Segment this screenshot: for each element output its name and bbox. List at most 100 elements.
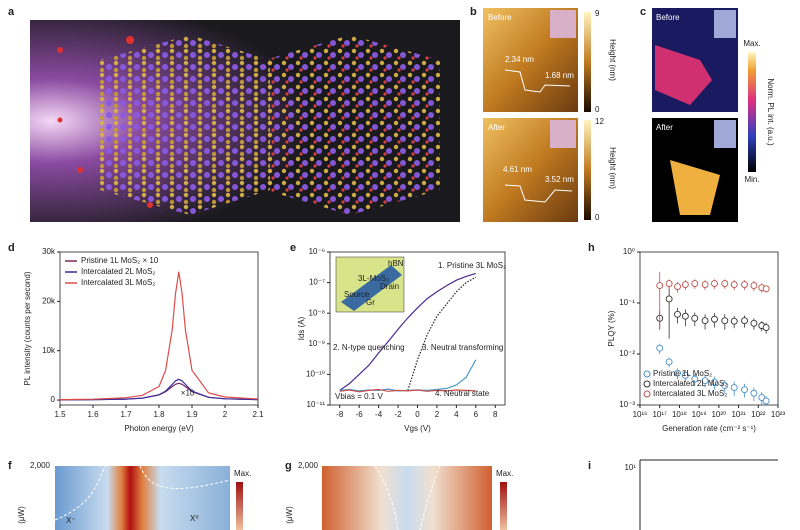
series-line xyxy=(59,378,259,401)
x-tick-label: 10¹⁷ xyxy=(652,410,667,419)
y-tick-label: 10⁻¹ xyxy=(619,298,635,307)
inset-label: Drain xyxy=(380,282,399,291)
panel-label: f xyxy=(8,460,12,472)
data-point xyxy=(701,377,709,385)
y-tick-label: 20k xyxy=(42,296,56,305)
x-tick-label: 10¹⁹ xyxy=(692,410,707,419)
series-label: 1. Pristine 3L MoS₂ xyxy=(438,261,506,270)
panel-label: d xyxy=(8,242,15,254)
panel-label: e xyxy=(290,242,296,254)
data-point xyxy=(681,371,689,379)
data-point xyxy=(711,280,718,288)
data-point xyxy=(730,281,738,289)
data-point xyxy=(721,317,729,325)
data-point xyxy=(721,280,729,288)
data-point xyxy=(665,295,673,303)
step-height: 1.68 nm xyxy=(545,71,574,80)
y-axis-label: (μW) xyxy=(17,506,26,524)
data-point xyxy=(762,324,770,332)
overlay-text: Before xyxy=(488,13,512,22)
y-tick-label: 0 xyxy=(51,395,56,404)
crystal-intercalated xyxy=(265,35,440,215)
data-point xyxy=(691,280,699,288)
y-axis-label: (μW) xyxy=(285,506,294,524)
series-line xyxy=(407,276,477,391)
x-tick-label: 10¹⁸ xyxy=(672,410,687,419)
crystal-pristine xyxy=(100,35,270,215)
colorbar xyxy=(584,120,591,220)
profile xyxy=(504,184,573,203)
x-axis-label: Photon energy (eV) xyxy=(124,424,194,433)
x-tick-label: 1.8 xyxy=(153,410,165,419)
y-tick-label: 10⁻¹⁰ xyxy=(306,370,325,379)
data-point xyxy=(701,317,709,325)
flake xyxy=(655,45,712,105)
y-axis-label: Ids (A) xyxy=(297,316,306,340)
y-tick-label: 10⁻³ xyxy=(619,400,635,409)
legend-label: Intercalated 2L MoS₂ xyxy=(653,379,727,388)
x-axis-label: Generation rate (cm⁻² s⁻¹) xyxy=(662,424,756,433)
y-tick-label: 10⁻¹¹ xyxy=(307,400,326,409)
inset xyxy=(550,120,576,148)
x-tick-label: 6 xyxy=(474,410,479,419)
data-point xyxy=(741,281,748,289)
inset-label: hBN xyxy=(388,259,404,268)
x-tick-label: -6 xyxy=(356,410,364,419)
y-tick-label: 10⁻² xyxy=(619,349,635,358)
legend-label: Intercalated 3L MoS₂ xyxy=(81,278,155,287)
data-point xyxy=(721,382,729,390)
legend-label: Pristine 1L MoS₂ xyxy=(653,369,712,378)
y-tick-label: 10¹ xyxy=(624,463,636,472)
series-line xyxy=(339,272,476,391)
panel-label: g xyxy=(285,460,292,472)
boundary xyxy=(54,465,231,521)
x-tick-label: 10²² xyxy=(751,410,766,419)
x-tick-label: 10¹⁶ xyxy=(633,410,648,419)
data-point xyxy=(758,394,766,401)
colorbar-label: 0 xyxy=(595,105,600,114)
data-point xyxy=(762,397,770,405)
data-point xyxy=(730,317,738,325)
panel-label: h xyxy=(588,242,595,254)
panel-label: a xyxy=(8,6,15,18)
colorbar-title: Height (nm) xyxy=(608,39,617,81)
x-tick-label: 2 xyxy=(223,410,228,419)
x-tick-label: 1.9 xyxy=(186,410,198,419)
step-height: 3.52 nm xyxy=(545,175,574,184)
data-point xyxy=(674,369,681,377)
ions xyxy=(57,36,153,208)
data-point xyxy=(730,384,738,391)
data-point xyxy=(750,282,758,289)
x-tick-label: 1.7 xyxy=(120,410,132,419)
overlay-text: After xyxy=(488,123,505,132)
data-point xyxy=(691,314,699,322)
data-point xyxy=(674,283,681,291)
colorbar-label: Max. xyxy=(496,469,513,478)
inset xyxy=(714,120,736,148)
data-point xyxy=(741,386,748,394)
inset-label: Source xyxy=(344,290,370,299)
data-point xyxy=(681,281,689,289)
data-point xyxy=(701,281,709,289)
data-point xyxy=(750,389,758,397)
colorbar-title: Norm. PL int. (a.u.) xyxy=(766,78,775,146)
colorbar-label: Max. xyxy=(234,469,251,478)
y-tick-label: 10⁰ xyxy=(623,247,635,256)
data-point xyxy=(741,317,748,325)
colorbar-label: Min. xyxy=(744,175,759,184)
x-tick-label: 10²³ xyxy=(771,410,786,419)
colorbar-label: Max. xyxy=(743,39,760,48)
x-tick-label: 0 xyxy=(415,410,420,419)
legend-label: Intercalated 2L MoS₂ xyxy=(81,267,155,276)
data-point xyxy=(762,285,770,293)
data-point xyxy=(711,315,718,323)
data-point xyxy=(711,378,718,386)
profile xyxy=(504,69,571,93)
panel-label: b xyxy=(470,6,477,18)
data-point xyxy=(674,310,681,318)
y-tick-label: 10k xyxy=(42,346,56,355)
x-tick-label: 4 xyxy=(454,410,459,419)
legend-label: Intercalated 3L MoS₂ xyxy=(653,389,727,398)
data-point xyxy=(665,358,673,366)
